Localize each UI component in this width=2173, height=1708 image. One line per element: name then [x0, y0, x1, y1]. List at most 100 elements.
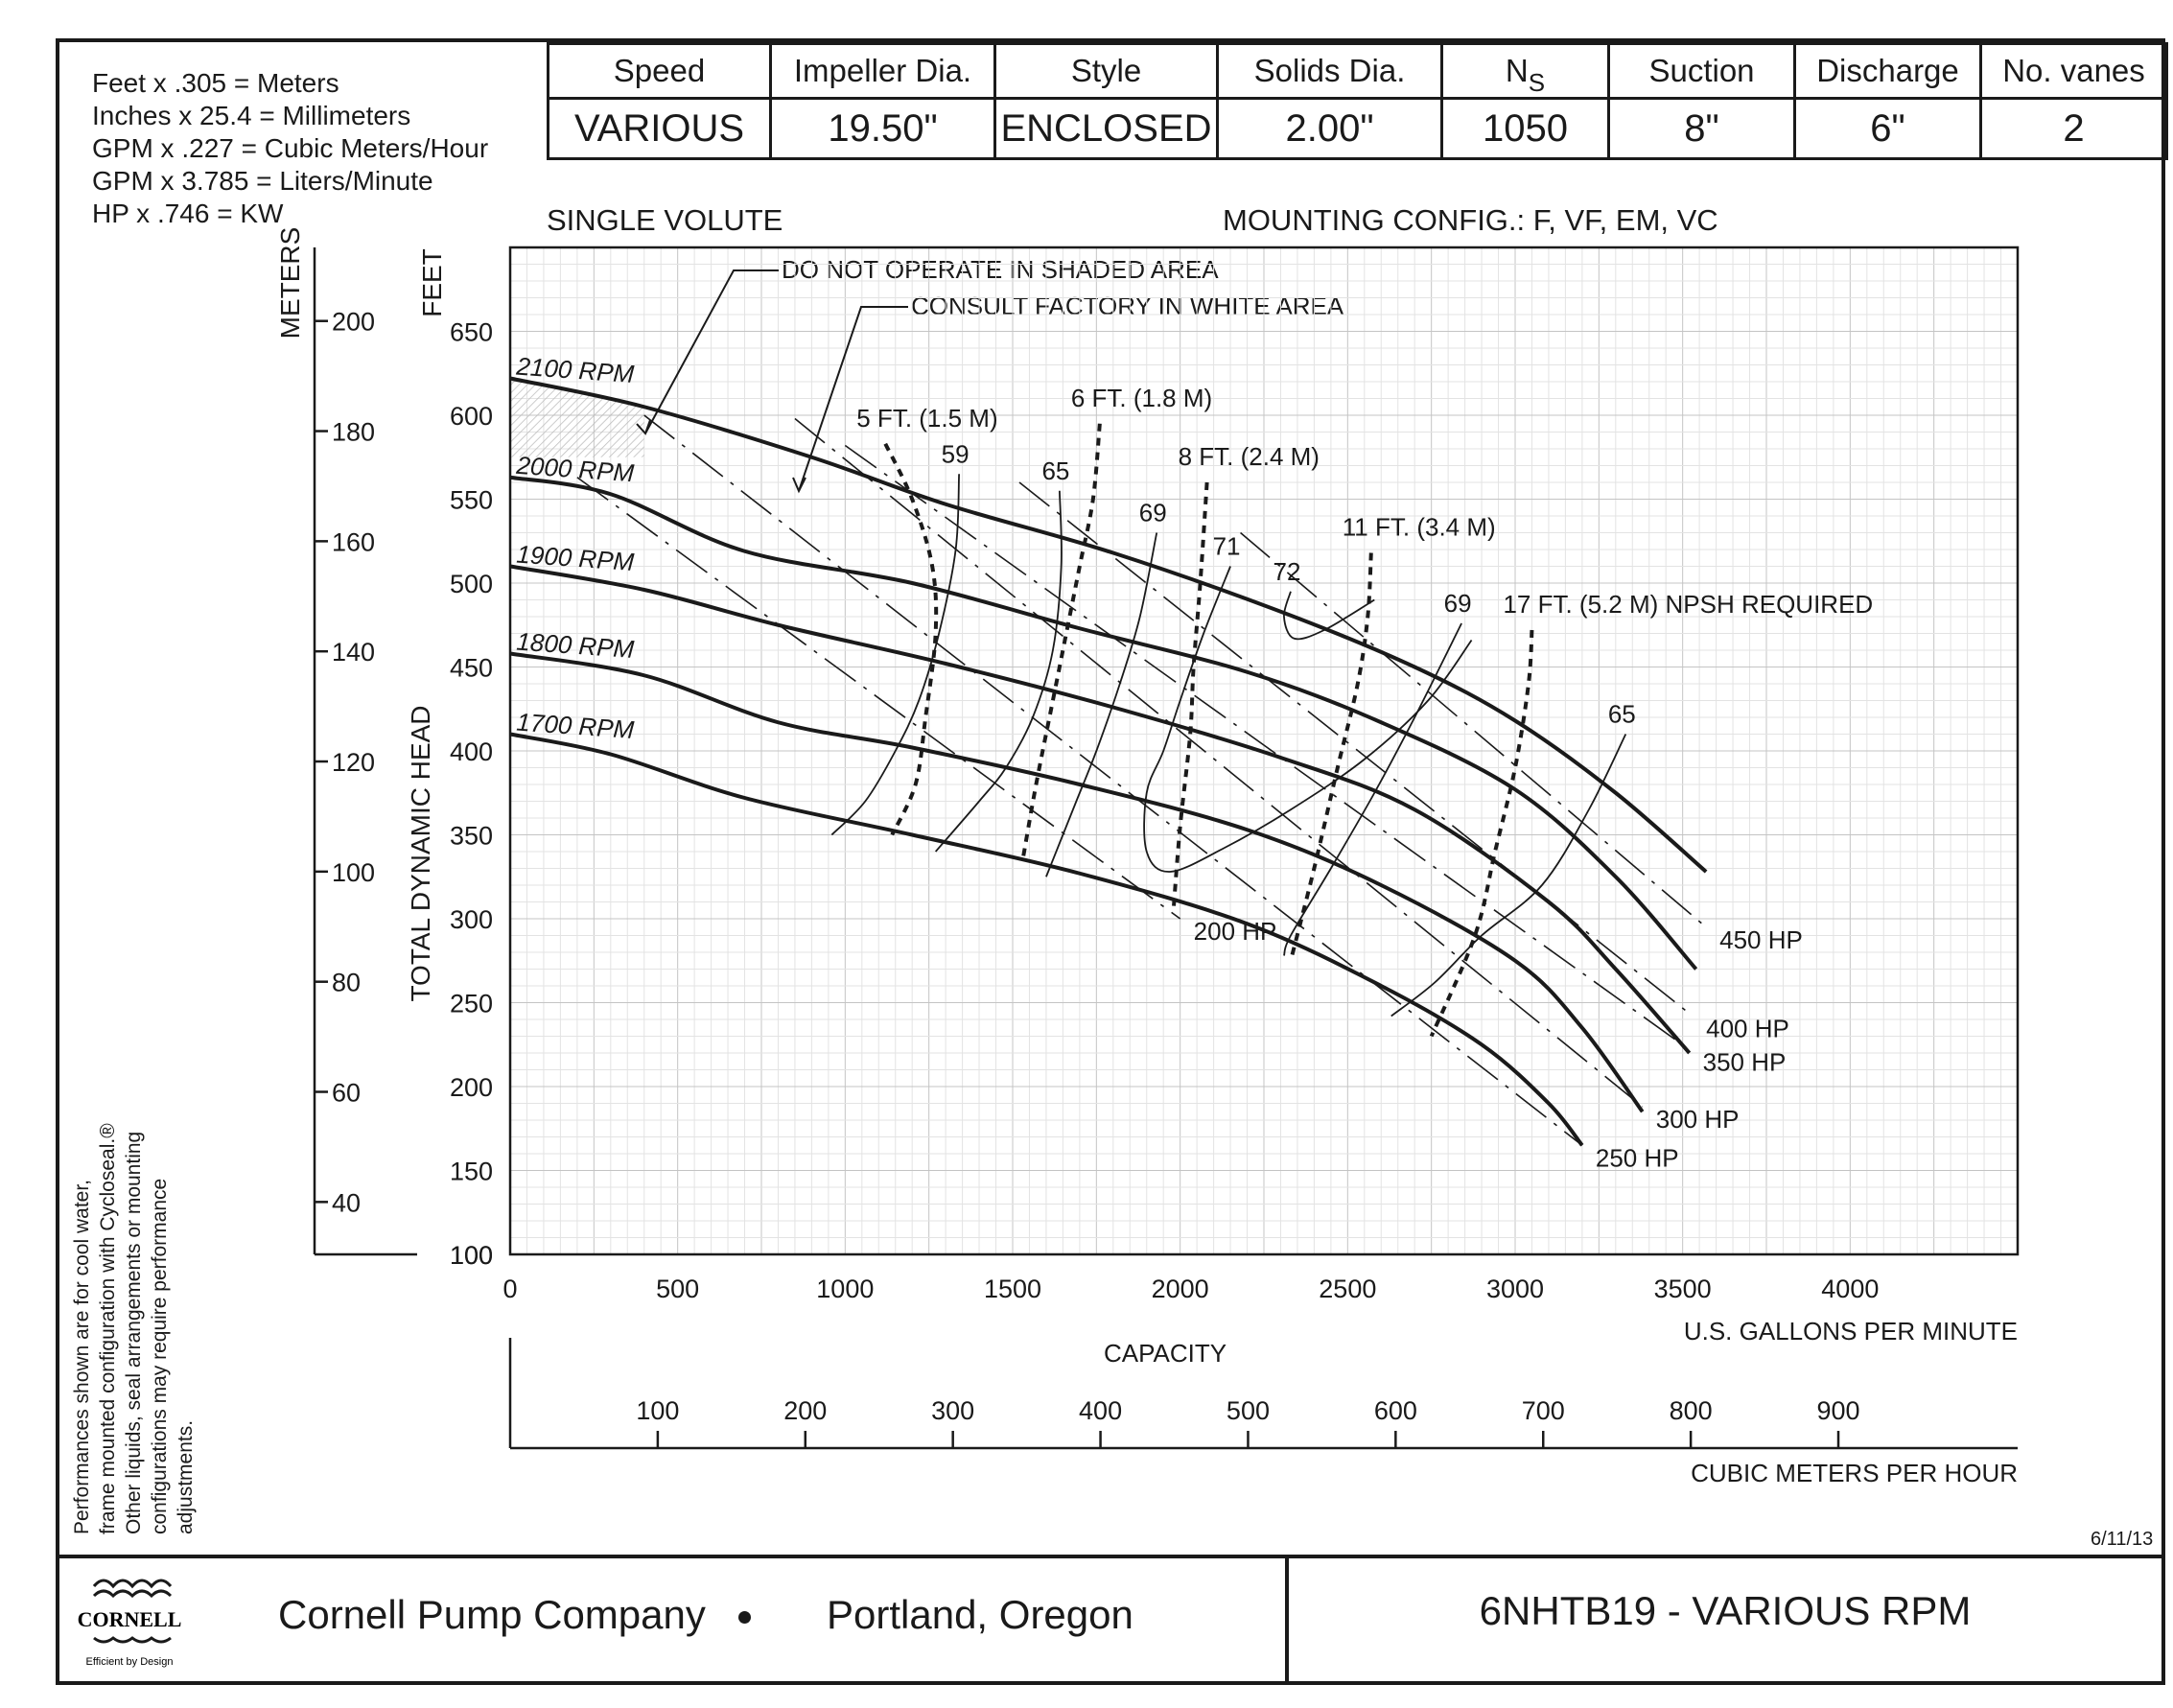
meters-tick-label: 180: [332, 418, 375, 447]
y-tick-label: 300: [450, 905, 493, 934]
company-location: Portland, Oregon: [827, 1592, 1133, 1637]
npsh-curve: [1289, 552, 1373, 962]
spec-header-ns: NS: [1440, 42, 1610, 100]
meters-tick-label: 60: [332, 1079, 361, 1108]
x-tick-label: 1000: [816, 1275, 874, 1303]
y-tick-label: 100: [450, 1241, 493, 1270]
spec-value-row: VARIOUS 19.50" ENCLOSED 2.00" 1050 8" 6"…: [547, 97, 2168, 160]
mounting-config: MOUNTING CONFIG.: F, VF, EM, VC: [1223, 203, 1718, 237]
x-tick-label: 4000: [1821, 1275, 1879, 1303]
hp-line: [643, 414, 1583, 1146]
hp-line: [1240, 531, 1707, 928]
m3h-tick-label: 400: [1079, 1396, 1122, 1425]
y-tick-label: 150: [450, 1158, 493, 1186]
spec-value: ENCLOSED: [993, 97, 1219, 160]
conversion-line: GPM x .227 = Cubic Meters/Hour: [92, 133, 489, 163]
x2-axis-label: CUBIC METERS PER HOUR: [1691, 1459, 2018, 1487]
m3h-tick-label: 100: [636, 1396, 679, 1425]
m3h-tick-label: 700: [1522, 1396, 1565, 1425]
spec-header: Style: [993, 42, 1219, 100]
logo-tagline: Efficient by Design: [86, 1656, 174, 1668]
efficiency-curve: [1143, 566, 1473, 873]
y-tick-label: 600: [450, 402, 493, 431]
speed-curve: [509, 376, 1708, 874]
note-line: Performances shown are for cool water,: [71, 1179, 93, 1534]
x-tick-label: 3500: [1654, 1275, 1712, 1303]
y-tick-label: 350: [450, 822, 493, 851]
logo-wordmark: CORNELL: [78, 1607, 182, 1631]
speed-curve: [509, 475, 1698, 971]
shaded-area: [510, 378, 644, 457]
footer-divider: [56, 1555, 2165, 1558]
cornell-logo: CORNELL Efficient by Design: [78, 1579, 182, 1668]
npsh-curve: [883, 442, 939, 836]
npsh-curve: [1171, 481, 1209, 911]
note-line: adjustments.: [175, 1419, 197, 1534]
npsh-curve: [1429, 629, 1534, 1038]
npsh-curve: [1020, 423, 1102, 861]
spec-value: 6": [1793, 97, 1982, 160]
meters-unit-label: METERS: [275, 227, 305, 339]
annotation-leader-white: [798, 306, 908, 492]
spec-header-row: Speed Impeller Dia. Style Solids Dia. NS…: [547, 42, 2168, 100]
meters-tick-label: 80: [332, 969, 361, 997]
y-tick-label: 250: [450, 990, 493, 1018]
meters-tick-label: 160: [332, 527, 375, 556]
plot-frame: [508, 246, 2020, 1256]
annotation-white: CONSULT FACTORY IN WHITE AREA: [911, 292, 1344, 320]
y-tick-label: 450: [450, 654, 493, 683]
x-tick-label: 1500: [984, 1275, 1041, 1303]
ns-subscript: S: [1528, 68, 1546, 97]
y-tick-label: 200: [450, 1073, 493, 1102]
spec-header: Speed: [547, 42, 772, 100]
y-tick-label: 550: [450, 486, 493, 515]
efficiency-curve: [934, 490, 1063, 853]
plot-area: 100 150 200 250 300 350 400 450 500 550 600 650 1000…: [313, 246, 2020, 1450]
y-tick-label: 500: [450, 570, 493, 598]
arrowhead: [636, 419, 651, 435]
conversion-line: HP x .746 = KW: [92, 199, 284, 228]
meters-tick-label: 120: [332, 748, 375, 777]
efficiency-label: 69: [1139, 499, 1167, 527]
hp-label: 250 HP: [1596, 1143, 1679, 1172]
spec-value: VARIOUS: [547, 97, 772, 160]
m3h-tick-label: 600: [1374, 1396, 1417, 1425]
ns-letter: N: [1505, 53, 1529, 88]
spec-value: 1050: [1440, 97, 1610, 160]
m3h-tick-label: 500: [1227, 1396, 1270, 1425]
y-tick-label: 650: [450, 318, 493, 347]
spec-header: No. vanes: [1979, 42, 2168, 100]
spec-value: 19.50": [769, 97, 996, 160]
x-tick-label: 2000: [1152, 1275, 1209, 1303]
unit-conversions: Feet x .305 = Meters Inches x 25.4 = Mil…: [92, 67, 488, 230]
meters-tick-label: 100: [332, 858, 375, 887]
bullet-separator: [738, 1611, 751, 1624]
spec-table: Speed Impeller Dia. Style Solids Dia. NS…: [547, 42, 2168, 160]
meters-tick-label: 40: [332, 1188, 361, 1217]
speed-curve: [509, 564, 1692, 1055]
npsh-label: 5 FT. (1.5 M): [856, 404, 997, 433]
npsh-label: 8 FT. (2.4 M): [1179, 442, 1320, 471]
npsh-label: 11 FT. (3.4 M): [1343, 513, 1496, 542]
npsh-label: 17 FT. (5.2 M) NPSH REQUIRED: [1503, 590, 1873, 619]
hp-line: [794, 417, 1644, 1108]
hp-line: [576, 477, 1181, 920]
spec-header: Impeller Dia.: [769, 42, 996, 100]
arrowhead: [792, 477, 806, 494]
model-title: 6NHTB19 - VARIOUS RPM: [1479, 1588, 1972, 1633]
performance-note: Performances shown are for cool water, f…: [69, 1123, 199, 1534]
spec-value: 8": [1607, 97, 1796, 160]
spec-value: 2: [1979, 97, 2168, 160]
y-tick-label: 400: [450, 737, 493, 766]
conversion-line: Inches x 25.4 = Millimeters: [92, 101, 411, 130]
note-line: Other liquids, seal arrangements or moun…: [123, 1131, 145, 1534]
capacity-label: CAPACITY: [1104, 1339, 1227, 1368]
conversion-line: Feet x .305 = Meters: [92, 68, 339, 98]
spec-header: Solids Dia.: [1216, 42, 1443, 100]
speed-curve: [509, 732, 1584, 1147]
company-name: Cornell Pump Company: [278, 1592, 706, 1637]
hp-label: 350 HP: [1703, 1048, 1787, 1077]
meters-tick-label: 200: [332, 308, 375, 337]
m3h-tick-label: 900: [1816, 1396, 1859, 1425]
